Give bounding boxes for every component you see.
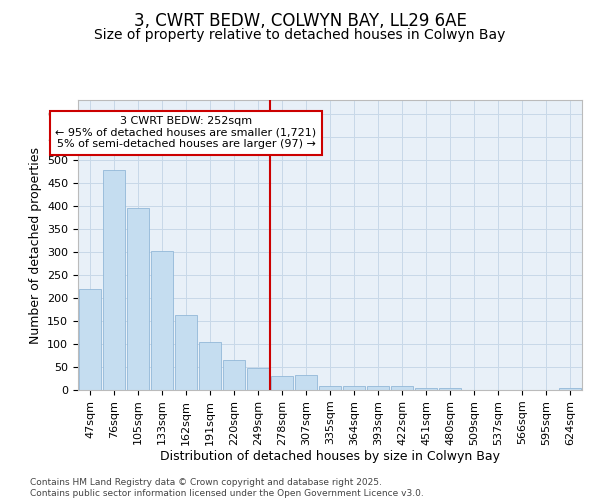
Bar [439, 388, 461, 390]
Bar [367, 386, 389, 390]
Text: Size of property relative to detached houses in Colwyn Bay: Size of property relative to detached ho… [94, 28, 506, 42]
Bar [559, 388, 581, 390]
Bar [103, 170, 125, 390]
Bar [247, 368, 269, 390]
Text: 3 CWRT BEDW: 252sqm
← 95% of detached houses are smaller (1,721)
5% of semi-deta: 3 CWRT BEDW: 252sqm ← 95% of detached ho… [55, 116, 317, 150]
Text: Contains HM Land Registry data © Crown copyright and database right 2025.
Contai: Contains HM Land Registry data © Crown c… [30, 478, 424, 498]
Bar [175, 315, 197, 390]
Bar [343, 386, 365, 390]
Text: 3, CWRT BEDW, COLWYN BAY, LL29 6AE: 3, CWRT BEDW, COLWYN BAY, LL29 6AE [134, 12, 466, 30]
Bar [223, 360, 245, 390]
Y-axis label: Number of detached properties: Number of detached properties [29, 146, 41, 344]
Bar [127, 208, 149, 390]
Bar [199, 342, 221, 390]
Bar [271, 376, 293, 390]
Bar [79, 289, 101, 390]
Bar [295, 376, 317, 390]
Bar [415, 388, 437, 390]
X-axis label: Distribution of detached houses by size in Colwyn Bay: Distribution of detached houses by size … [160, 450, 500, 464]
Bar [319, 386, 341, 390]
Bar [151, 251, 173, 390]
Bar [391, 386, 413, 390]
